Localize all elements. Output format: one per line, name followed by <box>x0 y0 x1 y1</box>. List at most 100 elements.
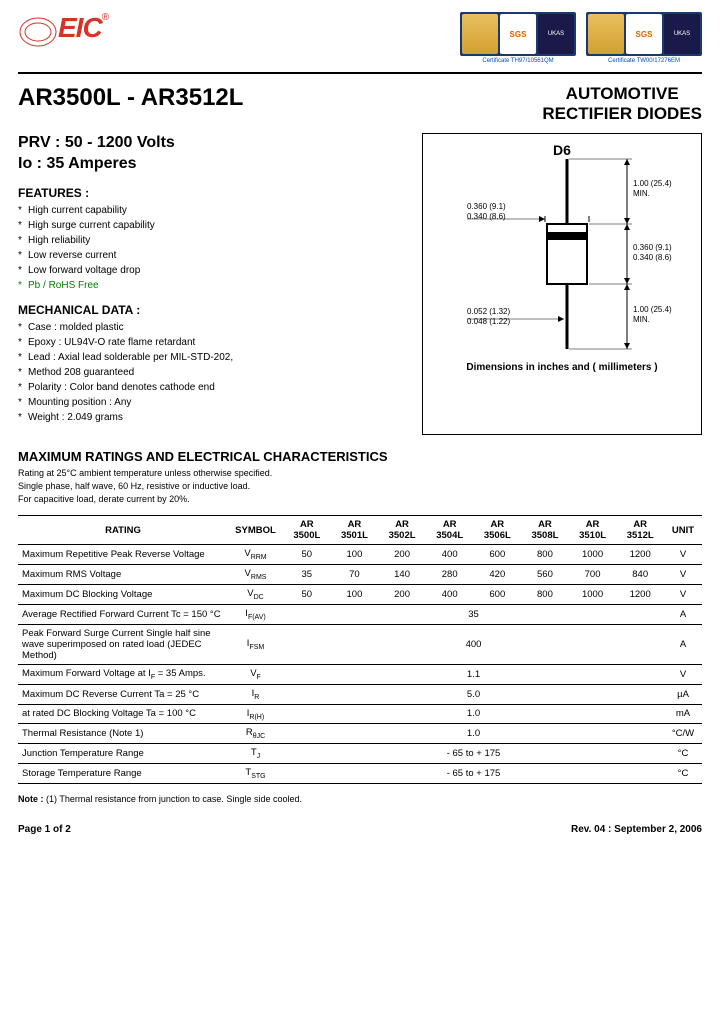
col-rating: RATING <box>18 516 228 545</box>
table-row: Thermal Resistance (Note 1)RθJC1.0°C/W <box>18 724 702 744</box>
table-row: Maximum Forward Voltage at IF = 35 Amps.… <box>18 664 702 684</box>
cert-1: SGS UKAS Certificate TH97/10561QM <box>460 12 576 64</box>
value-cell: 1200 <box>616 545 664 565</box>
value-cell: 35 <box>283 565 331 585</box>
value-cell: 280 <box>426 565 474 585</box>
value-cell: 1000 <box>569 584 617 604</box>
ratings-conditions: Rating at 25°C ambient temperature unles… <box>18 467 702 505</box>
unit-cell: mA <box>664 704 702 724</box>
value-cell: 100 <box>331 584 379 604</box>
ukas-badge-icon: UKAS <box>538 14 574 54</box>
features-list: High current capability High surge curre… <box>18 203 394 293</box>
feature-item: Low forward voltage drop <box>18 263 394 278</box>
value-cell: 1.0 <box>283 724 664 744</box>
value-cell: 50 <box>283 545 331 565</box>
svg-text:0.360 (9.1): 0.360 (9.1) <box>467 202 506 211</box>
value-cell: 50 <box>283 584 331 604</box>
value-cell: 420 <box>474 565 522 585</box>
logo-text: EIC <box>58 12 102 44</box>
table-row: Storage Temperature RangeTSTG- 65 to + 1… <box>18 764 702 784</box>
prv-spec: PRV : 50 - 1200 Volts <box>18 133 394 154</box>
rating-cell: Maximum Repetitive Peak Reverse Voltage <box>18 545 228 565</box>
unit-cell: V <box>664 664 702 684</box>
value-cell: 400 <box>426 545 474 565</box>
col-part: AR3504L <box>426 516 474 545</box>
value-cell: 200 <box>378 545 426 565</box>
revision: Rev. 04 : September 2, 2006 <box>571 824 702 835</box>
col-unit: UNIT <box>664 516 702 545</box>
logo-swoosh-icon <box>18 12 58 48</box>
mech-item: Weight : 2.049 grams <box>18 410 394 425</box>
product-title: AUTOMOTIVERECTIFIER DIODES <box>542 84 702 125</box>
separator <box>18 72 702 74</box>
mech-item: Mounting position : Any <box>18 395 394 410</box>
unit-cell: µA <box>664 684 702 704</box>
feature-item: Low reverse current <box>18 248 394 263</box>
unit-cell: V <box>664 545 702 565</box>
value-cell: 200 <box>378 584 426 604</box>
rating-cell: Thermal Resistance (Note 1) <box>18 724 228 744</box>
col-part: AR3506L <box>474 516 522 545</box>
feature-item: High reliability <box>18 233 394 248</box>
unit-cell: °C <box>664 744 702 764</box>
feature-item: High current capability <box>18 203 394 218</box>
col-part: AR3512L <box>616 516 664 545</box>
diode-outline-icon: 1.00 (25.4) MIN. 0.360 (9.1) 0.340 (8.6)… <box>437 144 687 354</box>
symbol-cell: IFSM <box>228 624 283 664</box>
package-label: D6 <box>553 142 571 158</box>
mech-item: Case : molded plastic <box>18 320 394 335</box>
table-row: at rated DC Blocking Voltage Ta = 100 °C… <box>18 704 702 724</box>
value-cell: 560 <box>521 565 569 585</box>
value-cell: 800 <box>521 545 569 565</box>
value-cell: 35 <box>283 604 664 624</box>
symbol-cell: VRMS <box>228 565 283 585</box>
sgs-badge-icon: SGS <box>500 14 536 54</box>
rating-cell: Maximum DC Blocking Voltage <box>18 584 228 604</box>
symbol-cell: IR(H) <box>228 704 283 724</box>
symbol-cell: VDC <box>228 584 283 604</box>
part-number-title: AR3500L - AR3512L <box>18 84 243 112</box>
value-cell: 400 <box>283 624 664 664</box>
table-row: Maximum DC Blocking VoltageVDC5010020040… <box>18 584 702 604</box>
unit-cell: °C/W <box>664 724 702 744</box>
col-part: AR3501L <box>331 516 379 545</box>
symbol-cell: VRRM <box>228 545 283 565</box>
package-diagram: D6 1.00 (25.4) MIN. <box>422 133 702 436</box>
rating-cell: Maximum Forward Voltage at IF = 35 Amps. <box>18 664 228 684</box>
mech-item: Epoxy : UL94V-O rate flame retardant <box>18 335 394 350</box>
svg-text:MIN.: MIN. <box>633 189 650 198</box>
ukas-badge-icon: UKAS <box>664 14 700 54</box>
iso-badge-icon <box>462 14 498 54</box>
table-header-row: RATING SYMBOL AR3500L AR3501L AR3502L AR… <box>18 516 702 545</box>
value-cell: 600 <box>474 584 522 604</box>
footnote: Note : (1) Thermal resistance from junct… <box>18 794 702 804</box>
feature-rohs: Pb / RoHS Free <box>18 278 394 293</box>
features-heading: FEATURES : <box>18 186 394 200</box>
value-cell: 1.0 <box>283 704 664 724</box>
value-cell: 5.0 <box>283 684 664 704</box>
table-row: Average Rectified Forward Current Tc = 1… <box>18 604 702 624</box>
svg-text:0.048 (1.22): 0.048 (1.22) <box>467 317 510 326</box>
svg-text:1.00 (25.4): 1.00 (25.4) <box>633 305 672 314</box>
value-cell: 140 <box>378 565 426 585</box>
rating-cell: Average Rectified Forward Current Tc = 1… <box>18 604 228 624</box>
ratings-table: RATING SYMBOL AR3500L AR3501L AR3502L AR… <box>18 515 702 784</box>
symbol-cell: IF(AV) <box>228 604 283 624</box>
rating-cell: Storage Temperature Range <box>18 764 228 784</box>
value-cell: 800 <box>521 584 569 604</box>
rating-cell: Junction Temperature Range <box>18 744 228 764</box>
value-cell: 600 <box>474 545 522 565</box>
value-cell: 400 <box>426 584 474 604</box>
value-cell: 100 <box>331 545 379 565</box>
rating-cell: Maximum DC Reverse Current Ta = 25 °C <box>18 684 228 704</box>
rating-cell: Peak Forward Surge Current Single half s… <box>18 624 228 664</box>
svg-text:0.340 (8.6): 0.340 (8.6) <box>633 253 672 262</box>
unit-cell: V <box>664 584 702 604</box>
rating-cell: Maximum RMS Voltage <box>18 565 228 585</box>
col-part: AR3500L <box>283 516 331 545</box>
mech-item: Polarity : Color band denotes cathode en… <box>18 380 394 395</box>
value-cell: - 65 to + 175 <box>283 744 664 764</box>
value-cell: 840 <box>616 565 664 585</box>
svg-text:0.340 (8.6): 0.340 (8.6) <box>467 212 506 221</box>
value-cell: 70 <box>331 565 379 585</box>
